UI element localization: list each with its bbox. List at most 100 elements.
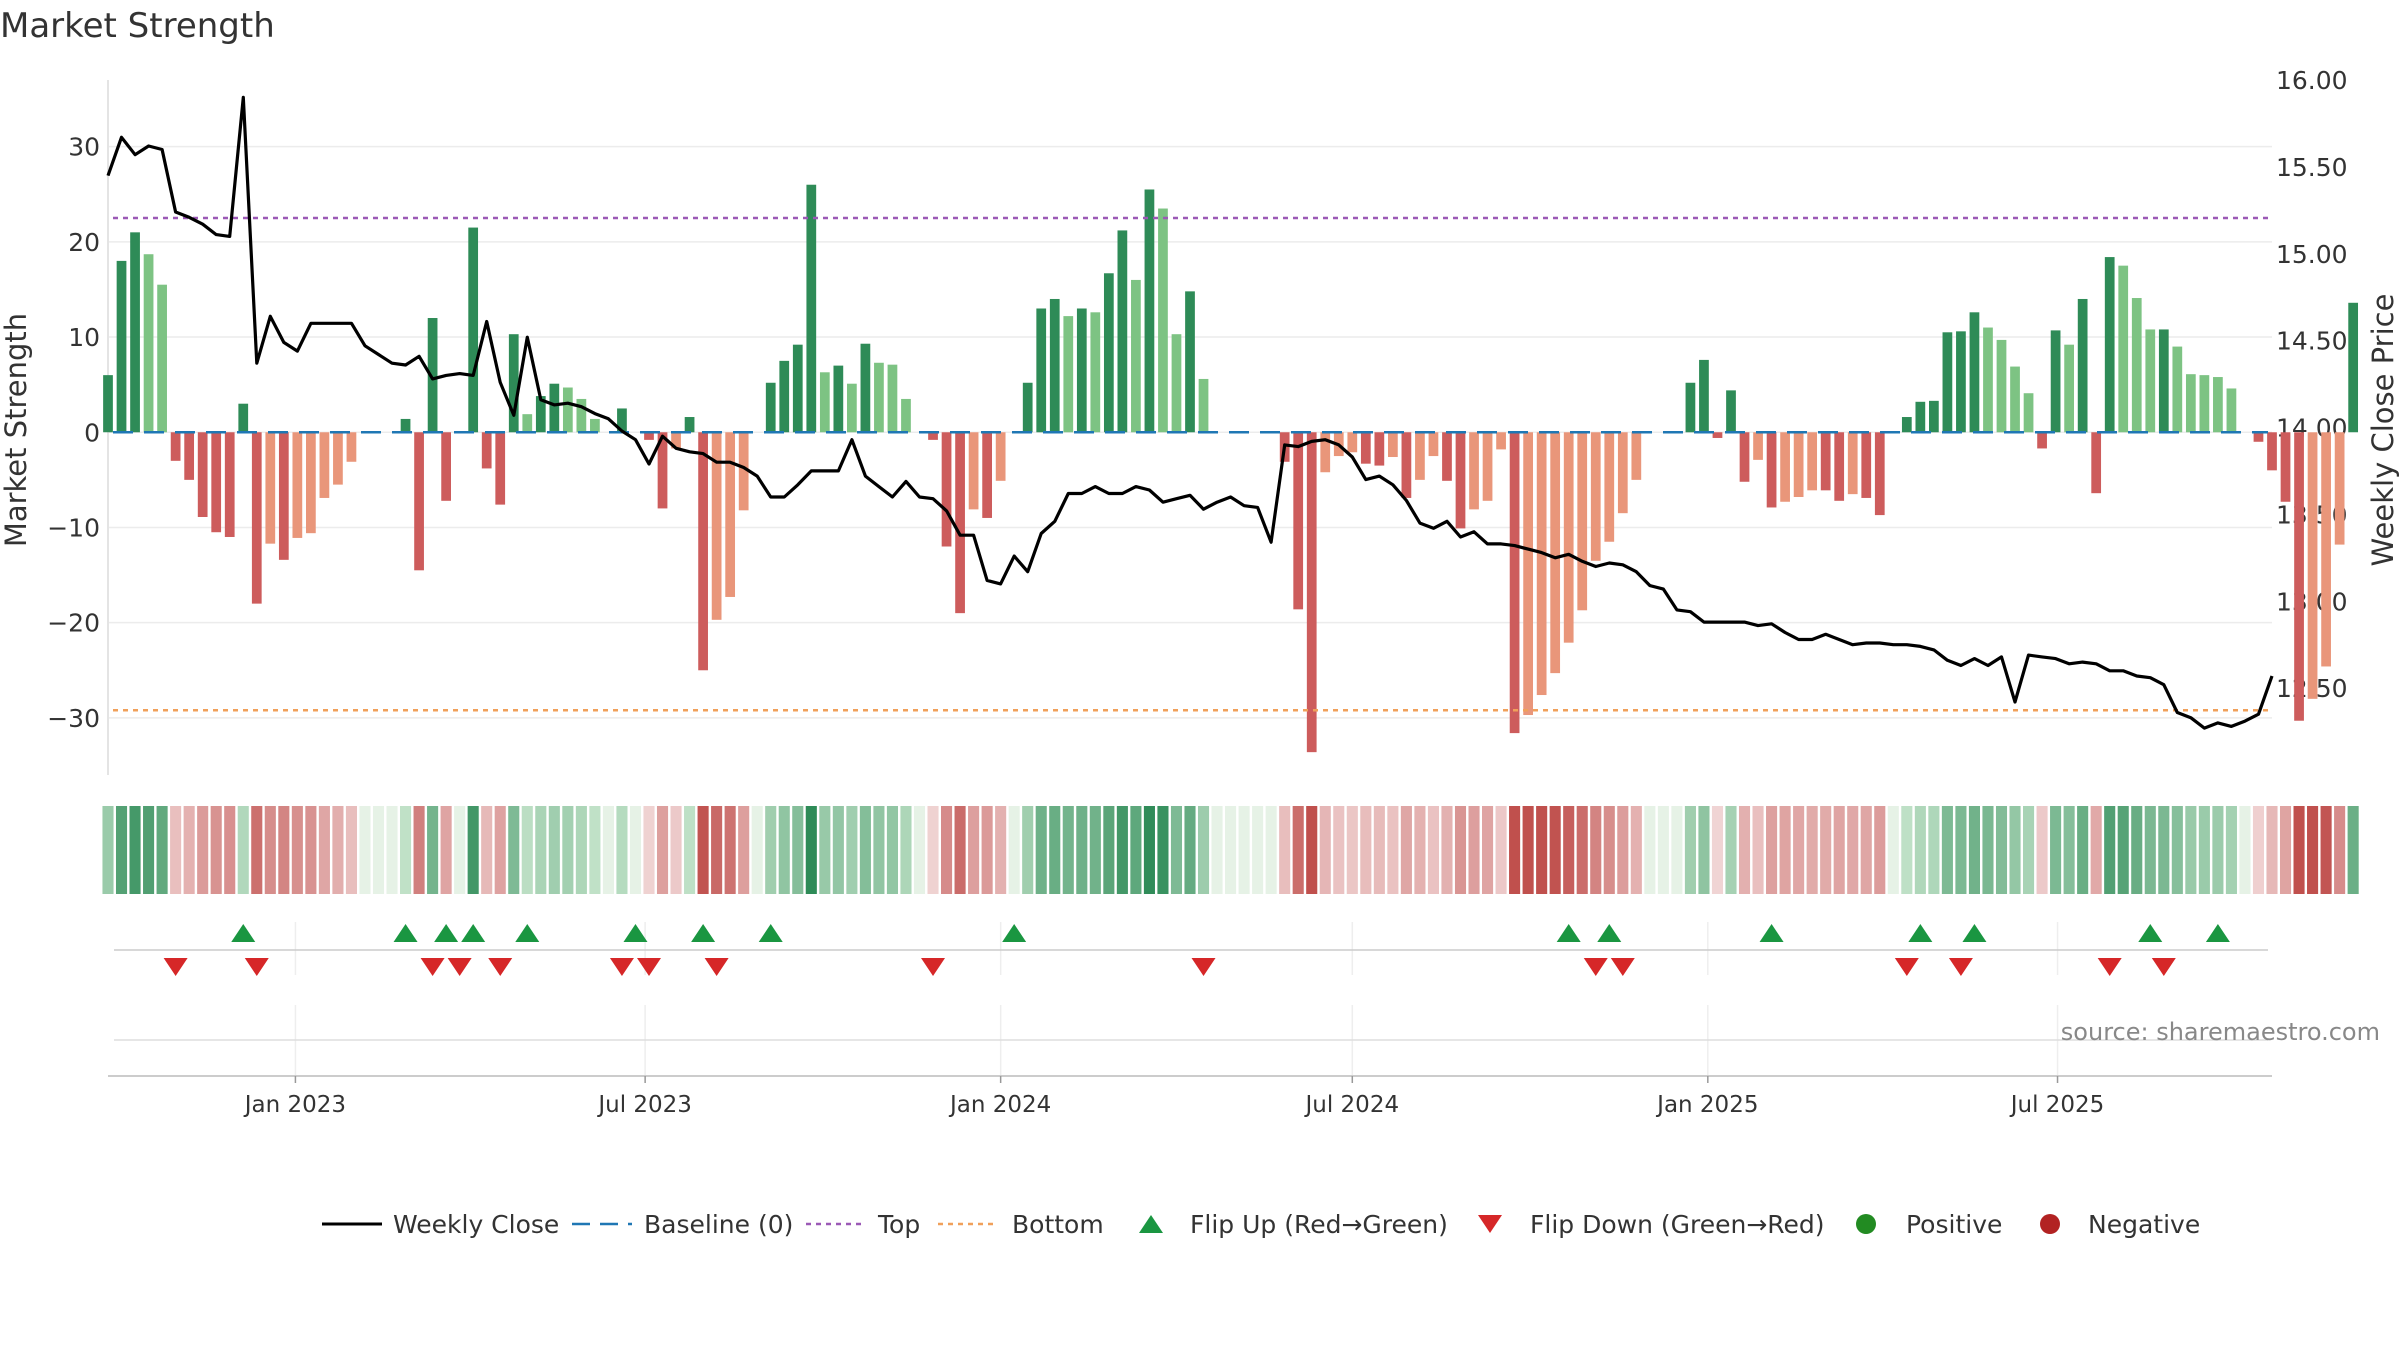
strength-bar — [1103, 273, 1114, 433]
strength-cell — [237, 806, 249, 894]
strength-cell — [2279, 806, 2292, 894]
strength-bar — [1076, 308, 1087, 433]
strength-bar — [2334, 432, 2345, 545]
strength-cell — [846, 806, 858, 894]
strength-bar — [1415, 432, 1425, 480]
strength-bar — [103, 375, 113, 433]
strength-cell — [1143, 806, 1155, 894]
strength-bar — [1117, 230, 1128, 433]
flip-up-marker — [623, 924, 648, 942]
strength-cell — [427, 806, 439, 894]
strength-bar — [1063, 316, 1074, 433]
strength-bar — [2213, 377, 2223, 433]
strength-cell — [1333, 806, 1345, 894]
strength-cell — [1644, 806, 1656, 894]
strength-cell — [2104, 806, 2116, 894]
strength-bar — [1360, 432, 1371, 464]
x-tick-label: Jul 2024 — [1303, 1092, 1399, 1118]
legend-label: Flip Down (Green→Red) — [1530, 1210, 1825, 1239]
strength-bar — [157, 284, 167, 433]
strength-bar — [333, 432, 343, 485]
flip-up-marker — [1962, 924, 1987, 942]
strength-cell — [1292, 806, 1304, 894]
strength-cell — [1914, 806, 1926, 894]
strength-cell — [521, 806, 533, 894]
strength-cell — [1982, 806, 1994, 894]
strength-bar — [1144, 189, 1155, 433]
strength-cell — [1657, 806, 1669, 894]
flip-up-marker — [393, 924, 418, 942]
strength-cell — [305, 806, 317, 894]
y-axis-label-right: Weekly Close Price — [2366, 294, 2400, 567]
strength-bar — [1049, 298, 1060, 433]
strength-bar — [1915, 401, 1926, 433]
strength-cell — [1563, 806, 1575, 894]
strength-bar — [2131, 298, 2142, 433]
strength-bar — [928, 432, 938, 440]
flip-down-marker — [1948, 958, 1973, 976]
strength-bar — [1374, 432, 1385, 466]
strength-cell — [1116, 806, 1128, 894]
strength-cell — [251, 806, 263, 894]
strength-cell — [1847, 806, 1859, 894]
strength-cell — [1901, 806, 1913, 894]
strength-cell — [1536, 806, 1548, 894]
flip-down-marker — [1191, 958, 1216, 976]
strength-cell — [2090, 806, 2102, 894]
strength-cell — [359, 806, 371, 894]
flip-down-marker — [921, 958, 946, 976]
strength-bar — [1739, 432, 1750, 482]
strength-bar — [2104, 257, 2115, 433]
strength-cell — [2009, 806, 2021, 894]
strength-bar — [1929, 400, 1939, 433]
strength-cell — [1522, 806, 1534, 894]
flip-down-marker — [163, 958, 188, 976]
strength-bar — [792, 344, 803, 433]
strength-cell — [751, 806, 763, 894]
y-tick-right: 15.00 — [2276, 240, 2348, 269]
strength-cell — [1022, 806, 1034, 894]
strength-cell — [1603, 806, 1615, 894]
strength-bar — [400, 418, 411, 433]
strength-bar — [874, 362, 884, 433]
strength-cell — [143, 806, 155, 894]
y-tick-right: 14.50 — [2276, 327, 2348, 356]
x-tick-label: Jul 2023 — [596, 1092, 692, 1118]
strength-cell — [170, 806, 182, 894]
strength-cell — [981, 806, 993, 894]
flip-down-marker — [488, 958, 513, 976]
strength-bar — [2321, 432, 2331, 667]
y-axis-label-left: Market Strength — [0, 313, 33, 547]
strength-bar — [130, 232, 140, 433]
strength-cell — [1130, 806, 1142, 894]
strength-bar — [1496, 432, 1506, 450]
strength-cell — [1184, 806, 1196, 894]
flip-up-marker — [231, 924, 256, 942]
strength-bar — [1198, 378, 1209, 433]
flip-up-marker — [691, 924, 716, 942]
strength-cell — [913, 806, 926, 894]
strength-cell — [684, 806, 696, 894]
strength-cell — [1400, 806, 1412, 894]
strength-cell — [494, 806, 506, 894]
strength-cell — [1806, 806, 1818, 894]
chart-title: Market Strength — [0, 6, 275, 46]
strength-bar — [319, 432, 330, 498]
strength-bar — [1726, 390, 1736, 433]
legend-label: Top — [877, 1210, 920, 1239]
strength-cell — [2198, 806, 2210, 894]
strength-cell — [2239, 806, 2251, 894]
strength-cell — [1482, 806, 1494, 894]
strength-bar — [535, 396, 546, 433]
strength-bar — [224, 432, 235, 537]
strength-bar — [495, 432, 506, 505]
legend-label: Bottom — [1012, 1210, 1104, 1239]
strength-cell — [1157, 806, 1169, 894]
strength-bar — [779, 360, 790, 433]
strength-cell — [1874, 806, 1886, 894]
strength-bar — [211, 432, 222, 533]
strength-cell — [345, 806, 357, 894]
strength-bar — [1942, 332, 1953, 433]
strength-bar — [197, 432, 208, 517]
strength-cell — [1468, 806, 1480, 894]
